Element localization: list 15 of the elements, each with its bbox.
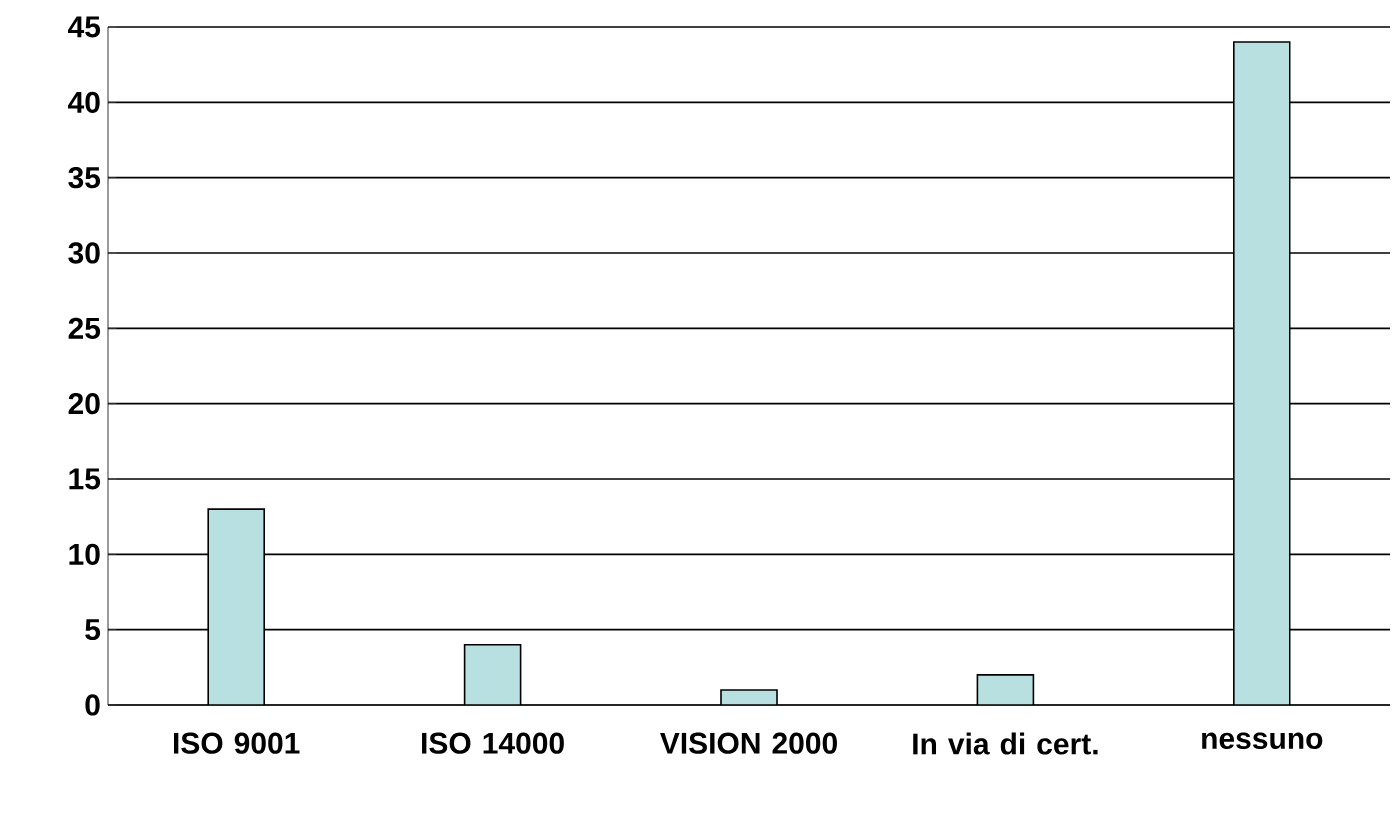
y-tick-label: 0 [85,694,100,716]
y-tick-label: 40 [68,91,100,113]
y-tick-label: 5 [85,619,101,641]
y-tick-label: 30 [68,242,100,264]
y-tick-label: 15 [69,468,101,490]
x-tick-label: nessuno [1202,732,1323,750]
x-tick-label: VISION 2000 [660,732,837,754]
y-tick-label: 25 [68,317,101,339]
y-tick-label: 20 [68,393,100,415]
y-tick-label: 35 [68,167,101,189]
y-tick-label: 45 [68,16,101,38]
x-tick-label: ISO 9001 [174,732,300,754]
x-tick-label: ISO 14000 [422,732,564,754]
y-tick-label: 10 [69,543,100,565]
x-tick-label: In via di cert. [913,732,1098,755]
